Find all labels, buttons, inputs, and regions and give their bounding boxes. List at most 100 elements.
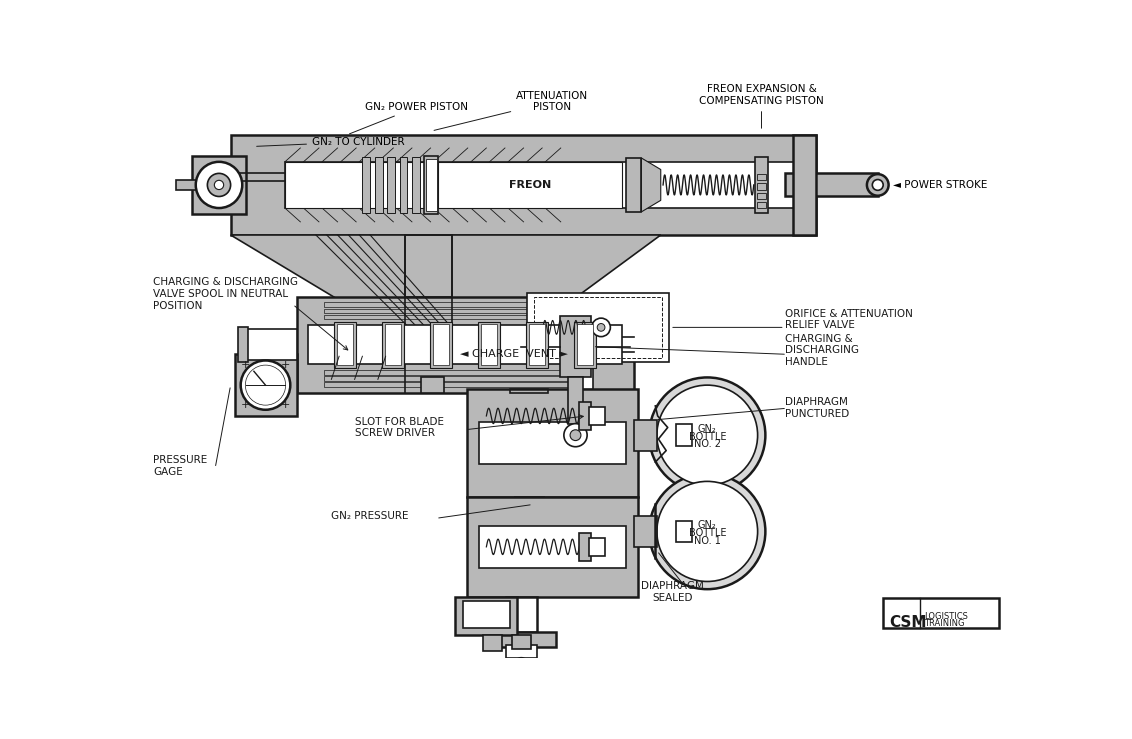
Bar xyxy=(506,597,537,632)
Bar xyxy=(792,135,816,235)
Bar xyxy=(383,321,404,368)
Text: FREON: FREON xyxy=(509,180,551,190)
Bar xyxy=(324,370,591,375)
Circle shape xyxy=(196,162,242,208)
Bar xyxy=(784,174,877,197)
Bar xyxy=(634,420,657,451)
Text: DIAPHRAGM
SEALED: DIAPHRAGM SEALED xyxy=(641,582,704,603)
Bar xyxy=(482,636,501,651)
Bar xyxy=(324,302,591,307)
Bar xyxy=(297,296,634,393)
Polygon shape xyxy=(231,235,661,389)
Text: CSM: CSM xyxy=(890,615,927,630)
Bar xyxy=(231,135,816,235)
Bar xyxy=(192,156,246,214)
Text: ORIFICE & ATTENUATION
RELIEF VALVE: ORIFICE & ATTENUATION RELIEF VALVE xyxy=(784,309,912,330)
Bar xyxy=(463,601,509,627)
Circle shape xyxy=(873,180,883,191)
Bar xyxy=(568,378,583,423)
Bar xyxy=(285,162,428,208)
Text: ◄ CHARGE  VENT ►: ◄ CHARGE VENT ► xyxy=(460,350,567,359)
Bar xyxy=(434,324,449,366)
Bar xyxy=(177,180,196,189)
Text: CHARGING &
DISCHARGING
HANDLE: CHARGING & DISCHARGING HANDLE xyxy=(784,334,859,367)
Circle shape xyxy=(649,474,765,589)
Bar xyxy=(362,157,370,213)
Bar xyxy=(468,389,637,497)
Circle shape xyxy=(649,378,765,493)
Text: ST-352B: ST-352B xyxy=(901,598,947,608)
Bar xyxy=(246,330,297,360)
Bar xyxy=(757,202,766,208)
Bar xyxy=(438,162,621,208)
Circle shape xyxy=(564,423,588,447)
Text: CHARGING & DISCHARGING
VALVE SPOOL IN NEUTRAL
POSITION: CHARGING & DISCHARGING VALVE SPOOL IN NE… xyxy=(153,277,298,310)
Bar xyxy=(481,324,497,366)
Circle shape xyxy=(515,658,528,670)
Bar xyxy=(580,402,591,430)
Bar xyxy=(430,321,452,368)
FancyBboxPatch shape xyxy=(883,598,1000,628)
Circle shape xyxy=(592,319,610,337)
Bar xyxy=(574,321,595,368)
Bar xyxy=(285,162,800,208)
Circle shape xyxy=(657,385,757,486)
Bar xyxy=(334,321,357,368)
Bar xyxy=(412,157,420,213)
Bar xyxy=(571,362,593,389)
Text: NO. 1: NO. 1 xyxy=(694,536,721,545)
Bar xyxy=(324,383,591,387)
Bar xyxy=(455,597,517,636)
Bar xyxy=(757,183,766,189)
Bar xyxy=(478,321,500,368)
Bar xyxy=(324,315,591,319)
Bar xyxy=(634,516,657,547)
Text: GN₂: GN₂ xyxy=(697,520,717,531)
Bar xyxy=(626,158,642,212)
Bar xyxy=(757,174,766,180)
Bar xyxy=(385,324,401,366)
Bar xyxy=(400,157,408,213)
Circle shape xyxy=(867,174,889,196)
Text: LOGISTICS: LOGISTICS xyxy=(924,613,968,621)
Bar xyxy=(375,157,383,213)
Bar xyxy=(387,157,395,213)
Bar xyxy=(479,525,626,568)
Circle shape xyxy=(598,324,604,331)
Bar xyxy=(757,193,766,199)
Text: GN₂ TO CYLINDER: GN₂ TO CYLINDER xyxy=(257,137,404,147)
Text: NO. 2: NO. 2 xyxy=(694,440,721,449)
Bar xyxy=(506,644,537,658)
Bar xyxy=(479,422,626,464)
Bar xyxy=(533,296,662,358)
Polygon shape xyxy=(642,158,661,212)
Text: GN₂: GN₂ xyxy=(697,424,717,434)
Text: ATTENUATION
PISTON: ATTENUATION PISTON xyxy=(434,91,589,130)
Bar xyxy=(468,497,637,597)
Bar xyxy=(755,157,767,213)
Bar xyxy=(528,293,669,362)
Text: DIAPHRAGM
PUNCTURED: DIAPHRAGM PUNCTURED xyxy=(784,398,849,419)
Text: BOTTLE: BOTTLE xyxy=(688,528,726,538)
Bar xyxy=(239,327,248,362)
Bar xyxy=(420,378,444,393)
Bar xyxy=(526,321,548,368)
Bar xyxy=(426,159,437,211)
Bar xyxy=(590,406,604,425)
Circle shape xyxy=(214,180,224,189)
Text: SLOT FOR BLADE
SCREW DRIVER: SLOT FOR BLADE SCREW DRIVER xyxy=(354,417,444,438)
Bar xyxy=(337,324,353,366)
Circle shape xyxy=(207,174,231,197)
Text: TRAINING: TRAINING xyxy=(924,619,964,628)
Text: +: + xyxy=(281,400,290,410)
Text: +: + xyxy=(241,360,250,370)
Bar xyxy=(405,235,452,296)
Bar xyxy=(676,424,692,446)
Bar xyxy=(234,354,297,416)
Bar xyxy=(530,324,544,366)
Text: PRESSURE
GAGE: PRESSURE GAGE xyxy=(153,455,207,477)
Bar xyxy=(560,316,591,378)
Text: ◄ POWER STROKE: ◄ POWER STROKE xyxy=(893,180,987,190)
Bar xyxy=(487,632,556,647)
Text: GN₂ POWER PISTON: GN₂ POWER PISTON xyxy=(350,102,469,134)
